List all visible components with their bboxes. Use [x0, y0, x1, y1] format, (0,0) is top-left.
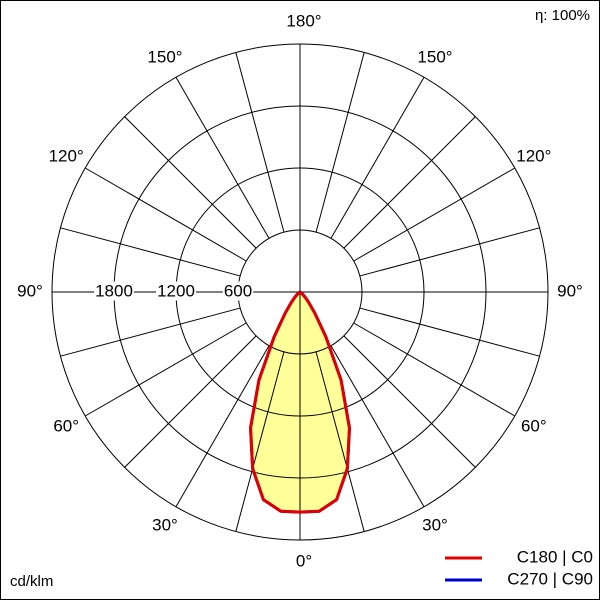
- curve-line: [249, 290, 301, 514]
- label-bg: [294, 551, 314, 571]
- label-bg: [94, 281, 134, 301]
- grid-spoke: [353, 322, 516, 417]
- grid-spoke: [235, 351, 285, 532]
- grid-spoke: [235, 52, 285, 233]
- r-tick-label: 1800: [95, 281, 133, 300]
- label-bg: [285, 11, 323, 31]
- angle-label: 90°: [557, 281, 583, 300]
- angle-label: 60°: [53, 416, 79, 435]
- angle-label: 30°: [152, 515, 178, 534]
- curve-line: [299, 290, 351, 514]
- angle-label: 120°: [49, 146, 84, 165]
- label-bg: [515, 146, 553, 166]
- label-bg: [556, 281, 584, 301]
- r-tick-label: 600: [224, 281, 252, 300]
- grid-spoke: [359, 307, 540, 357]
- grid-spoke: [343, 335, 476, 468]
- grid-spoke: [315, 351, 365, 532]
- label-bg: [156, 281, 196, 301]
- label-bg: [421, 515, 449, 535]
- curve-fill: [250, 292, 300, 513]
- grid-spoke: [330, 345, 425, 508]
- legend-label: C270 | C90: [507, 569, 593, 588]
- label-bg: [146, 47, 184, 67]
- angle-label: 150°: [417, 48, 452, 67]
- angle-label: 30°: [422, 515, 448, 534]
- label-bg: [151, 515, 179, 535]
- grid-spoke: [343, 116, 476, 249]
- label-bg: [16, 281, 44, 301]
- angle-label: 120°: [516, 146, 551, 165]
- grid-spoke: [315, 52, 365, 233]
- grid-spoke: [60, 307, 241, 357]
- grid-spoke: [353, 167, 516, 262]
- label-bg: [519, 416, 548, 436]
- grid-spoke: [175, 345, 270, 508]
- grid-spoke: [124, 335, 257, 468]
- r-tick-label: 1200: [157, 281, 195, 300]
- legend-label: C180 | C0: [517, 547, 593, 566]
- grid-spoke: [124, 116, 257, 249]
- angle-label: 150°: [147, 48, 182, 67]
- grid-spoke: [60, 227, 241, 277]
- angle-label: 180°: [286, 11, 321, 30]
- grid-spoke: [359, 227, 540, 277]
- curve-fill: [300, 292, 350, 513]
- label-bg: [47, 146, 85, 166]
- label-bg: [416, 47, 454, 67]
- efficiency: η: 100%: [535, 7, 590, 24]
- label-bg: [52, 416, 81, 436]
- grid-spoke: [175, 76, 270, 239]
- grid-spoke: [84, 322, 247, 417]
- grid-spoke: [330, 76, 425, 239]
- angle-label: 90°: [17, 281, 43, 300]
- angle-label: 60°: [521, 416, 547, 435]
- label-bg: [222, 281, 254, 301]
- angle-label: 0°: [296, 551, 312, 570]
- grid-spoke: [84, 167, 247, 262]
- unit: cd/klm: [10, 573, 53, 590]
